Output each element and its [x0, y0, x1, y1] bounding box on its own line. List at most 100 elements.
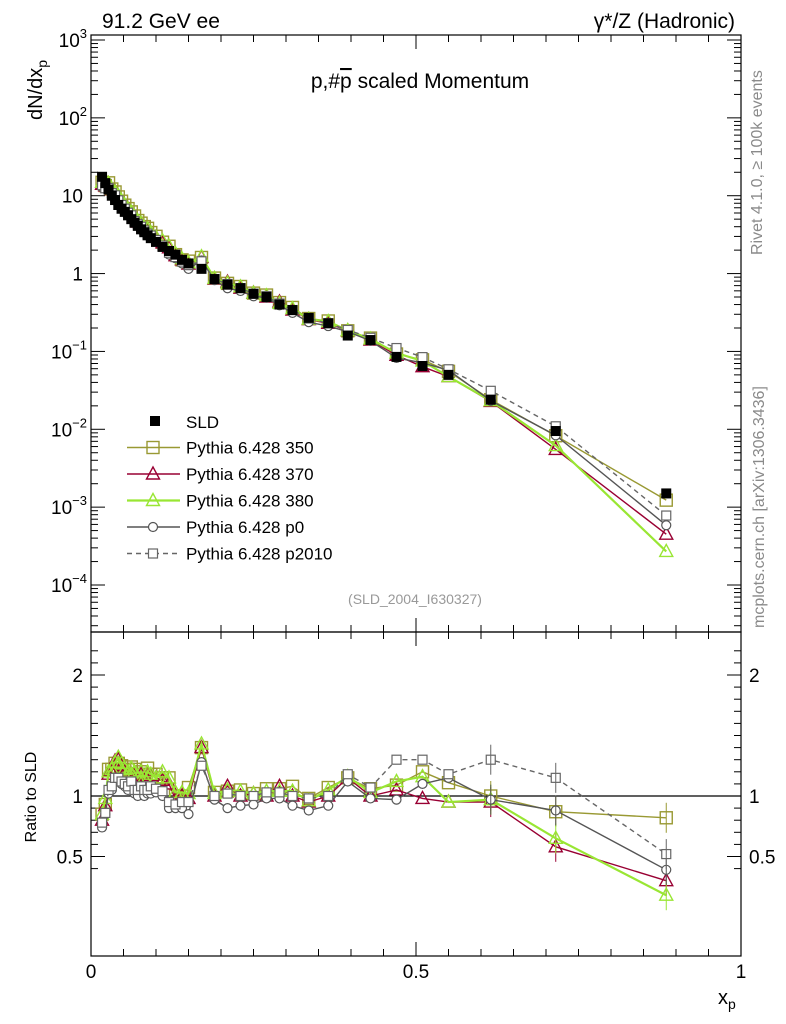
ratio-series-point [96, 817, 108, 828]
y-tick-label: 10−2 [51, 415, 87, 441]
ratio-data-layer [94, 735, 674, 911]
x-tick-label: 0 [86, 962, 97, 983]
sld-data-point [170, 249, 181, 260]
sld-data-point [287, 305, 298, 316]
ratio-series-point [209, 790, 220, 802]
sld-data-point [417, 360, 428, 371]
ratio-y-tick-label: 1 [72, 787, 83, 808]
series-point [485, 385, 496, 396]
ratio-y-tick-label-right: 1 [749, 787, 760, 808]
ratio-series-point [123, 759, 139, 774]
sld-data-point [222, 279, 233, 290]
ratio-series-point [365, 782, 376, 793]
sld-data-point [274, 299, 285, 310]
title-bar-p: p [340, 70, 352, 93]
ratio-series-point [391, 754, 402, 765]
ratio-series-point [287, 790, 298, 802]
legend-label: Pythia 6.428 370 [186, 465, 314, 484]
legend-marker [146, 440, 160, 455]
ratio-series-point [100, 763, 117, 778]
series-point [391, 342, 402, 354]
legend-label: Pythia 6.428 p0 [186, 518, 304, 537]
sld-data-point [145, 233, 156, 244]
main-data-layer [94, 171, 674, 558]
ratio-series-point [126, 776, 137, 787]
legend-label: Pythia 6.428 p2010 [186, 545, 333, 564]
sld-data-point [485, 394, 496, 405]
ratio-series-point [222, 802, 233, 814]
ratio-series-point [139, 763, 156, 778]
ratio-y-tick-label-right: 2 [749, 666, 760, 687]
main-axes-box [90, 34, 742, 633]
series-point [548, 437, 564, 452]
sld-data-point [103, 184, 114, 195]
ratio-series-point [303, 805, 314, 816]
sld-data-point [235, 283, 246, 294]
sld-data-point [342, 330, 353, 341]
ratio-series-point [391, 794, 402, 805]
y-axis-label: dN/dxp [25, 60, 50, 120]
ratio-series-point [235, 800, 246, 811]
sld-data-point [157, 241, 168, 252]
ratio-y-tick-label: 0.5 [57, 848, 83, 869]
sld-data-point [550, 426, 561, 437]
ratio-series-point [342, 769, 353, 780]
ratio-series-point [323, 790, 334, 802]
legend-marker [147, 521, 159, 533]
ratio-series-point [417, 754, 428, 765]
sld-data-point [151, 236, 161, 247]
ratio-series-point [287, 800, 298, 811]
ratio-y-tick-label-right: 0.5 [749, 848, 775, 869]
y-tick-label: 10−1 [51, 337, 87, 363]
ratio-series-point [274, 787, 285, 798]
ratio-series-line [100, 739, 667, 897]
sld-data-point [303, 312, 314, 323]
ratio-series-point [365, 793, 376, 804]
series-point [661, 520, 672, 531]
ratio-series-point [154, 771, 171, 786]
sld-data-point [196, 263, 207, 274]
svg-text:dN/dxp: dN/dxp [25, 60, 50, 120]
sld-data-point [391, 351, 402, 362]
legend: SLD Pythia 6.428 350 Pythia 6.428 370 Pythi… [127, 413, 333, 564]
ratio-series-point [106, 781, 117, 792]
x-tick-label: 0.5 [403, 962, 429, 983]
ratio-series-point [261, 787, 272, 798]
ratio-series-point [193, 735, 210, 750]
plot-title: p,#p scaled Momentum [311, 70, 529, 93]
ratio-series-point [388, 773, 405, 788]
sld-data-point [97, 171, 108, 182]
ratio-series-point [248, 790, 259, 802]
ratio-series-point [157, 786, 168, 797]
sld-data-point [177, 254, 187, 265]
ratio-series-point [248, 799, 259, 810]
ratio-series-point [443, 769, 454, 780]
rivet-label: Rivet 4.1.0, ≥ 100k events [749, 70, 766, 255]
sld-data-point [323, 318, 334, 329]
ratio-series-point [235, 790, 246, 802]
ratio-series-point [222, 788, 233, 799]
ratio-series-point [417, 778, 428, 790]
x-axis-label: xp [718, 987, 736, 1012]
y-tick-label: 1 [72, 265, 83, 286]
ratio-y-tick-label: 2 [72, 666, 83, 687]
y-tick-label: 102 [59, 104, 87, 130]
sld-data-point [661, 488, 672, 499]
legend-marker [145, 492, 161, 507]
sld-data-point [183, 258, 194, 269]
ratio-y-label: Ratio to SLD [23, 752, 40, 843]
sld-data-point [443, 369, 454, 380]
mcplots-label: mcplots.cern.ch [arXiv:1306.3436] [751, 386, 768, 628]
sld-data-point [100, 178, 111, 189]
legend-sld-marker [150, 416, 160, 426]
process-label: γ*/Z (Hadronic) [594, 10, 735, 33]
ratio-series-point [414, 789, 431, 805]
sld-data-point [365, 335, 376, 346]
legend-sld-label: SLD [186, 413, 219, 432]
legend-label: Pythia 6.428 350 [186, 439, 314, 458]
ratio-plot-frame: 0 0.5 1 2 1 0.5 2 1 0.5 [57, 631, 775, 983]
analysis-stamp: (SLD_2004_I630327) [348, 591, 482, 607]
ratio-series-point [100, 807, 111, 819]
